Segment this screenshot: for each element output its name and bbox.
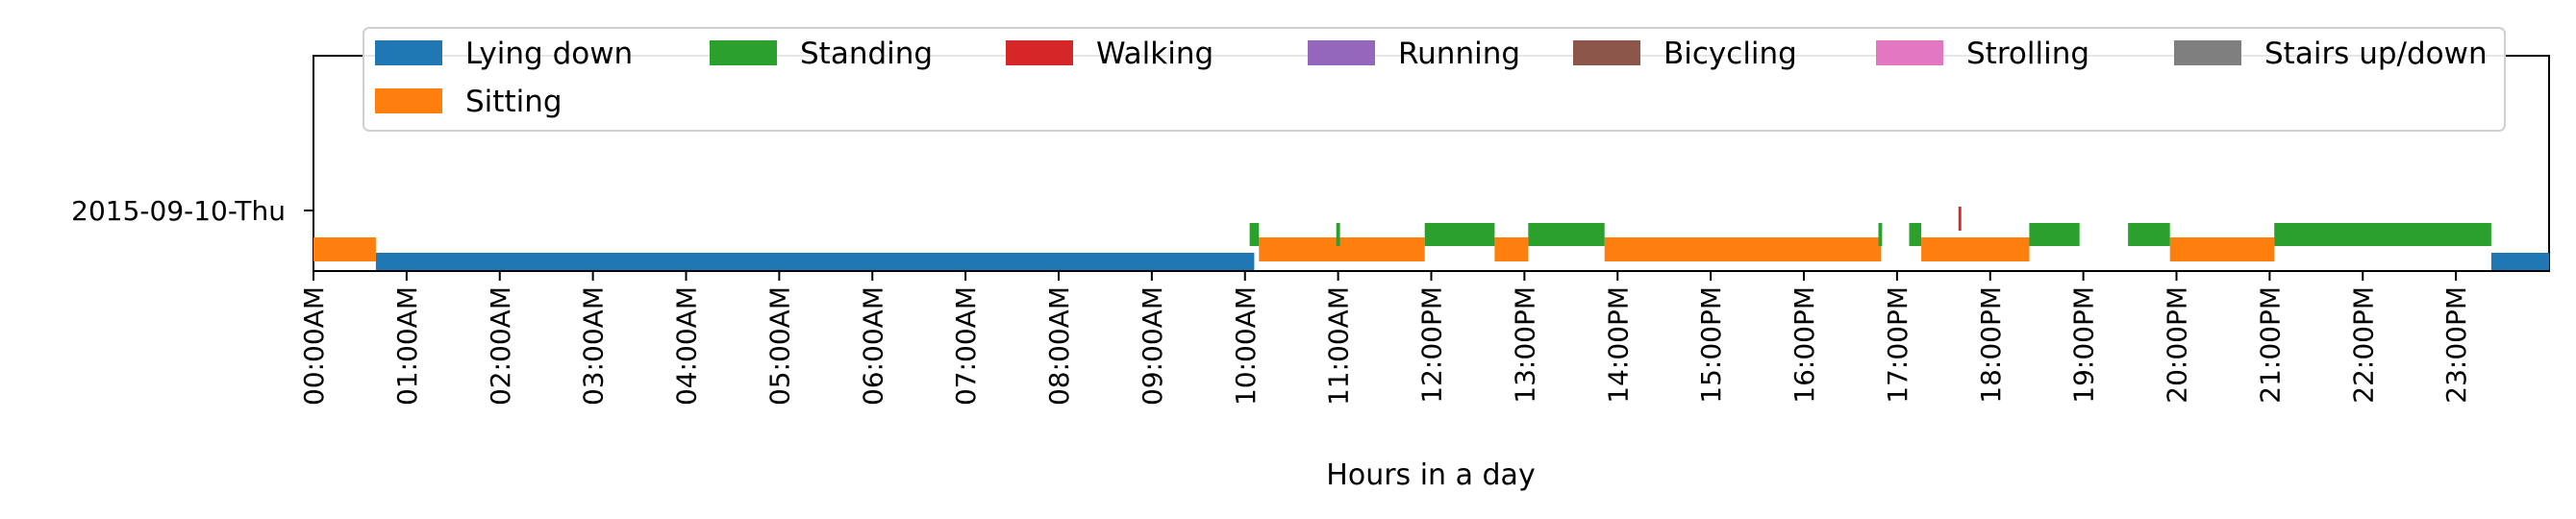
legend-label: Walking	[1096, 37, 1213, 71]
bar-standing-0	[1249, 223, 1260, 246]
y-axis: 2015-09-10-Thu	[71, 195, 313, 227]
x-tick-label-20: 20:00PM	[2162, 286, 2193, 404]
legend-swatch	[2174, 40, 2241, 65]
x-tick-label-9: 09:00AM	[1137, 286, 1168, 406]
bar-sitting-0	[313, 237, 376, 261]
bar-lying-down-1	[2490, 253, 2549, 270]
legend-item-standing: Standing	[710, 37, 933, 71]
legend: Lying down Standing Walking Running Bicyclin…	[363, 27, 2506, 132]
bar-walking-0	[1958, 207, 1962, 231]
x-tick-label-13: 13:00PM	[1509, 286, 1540, 404]
legend-swatch	[1006, 40, 1073, 65]
bar-standing-3	[1528, 223, 1605, 246]
x-tick-label-16: 16:00PM	[1788, 286, 1820, 404]
bar-standing-7	[2128, 223, 2170, 246]
legend-swatch	[1308, 40, 1375, 65]
x-tick-label-19: 19:00PM	[2068, 286, 2100, 404]
bar-sitting-5	[2169, 237, 2275, 261]
x-tick-label-0: 00:00AM	[298, 286, 330, 406]
legend-swatch	[1573, 40, 1640, 65]
legend-item-walking: Walking	[1006, 37, 1213, 71]
x-tick-label-23: 23:00PM	[2440, 286, 2472, 404]
x-tick-label-4: 04:00AM	[671, 286, 703, 406]
bar-standing-1	[1336, 223, 1340, 246]
x-tick-label-21: 21:00PM	[2254, 286, 2286, 404]
x-axis: 00:00AM 01:00AM 02:00AM 03:00AM 04:00AM 05:00…	[298, 271, 2472, 406]
legend-label: Lying down	[465, 37, 633, 71]
legend-swatch	[375, 88, 442, 113]
x-tick-label-7: 07:00AM	[950, 286, 982, 406]
x-tick-label-8: 08:00AM	[1043, 286, 1075, 406]
bar-standing-6	[2029, 223, 2080, 246]
legend-item-stairs-up-down: Stairs up/down	[2174, 37, 2488, 71]
x-tick-label-2: 02:00AM	[485, 286, 516, 406]
activity-bars	[313, 207, 2549, 270]
legend-item-strolling: Strolling	[1876, 37, 2089, 71]
x-tick-label-6: 06:00AM	[857, 286, 888, 406]
bar-standing-2	[1424, 223, 1495, 246]
x-tick-label-12: 12:00PM	[1416, 286, 1448, 404]
legend-swatch	[710, 40, 777, 65]
legend-item-lying-down: Lying down	[375, 37, 633, 71]
legend-swatch	[1876, 40, 1943, 65]
bar-sitting-4	[1921, 237, 2030, 261]
x-tick-label-10: 10:00AM	[1230, 286, 1262, 406]
legend-item-sitting: Sitting	[375, 85, 563, 119]
x-axis-label: Hours in a day	[1326, 458, 1535, 492]
legend-label: Standing	[800, 37, 933, 71]
x-tick-label-1: 01:00AM	[391, 286, 423, 406]
legend-label: Strolling	[1966, 37, 2089, 71]
bar-lying-down-0	[375, 253, 1255, 270]
x-tick-label-11: 11:00AM	[1323, 286, 1355, 406]
bar-standing-4	[1878, 223, 1883, 246]
x-tick-label-3: 03:00AM	[578, 286, 610, 406]
bar-sitting-1	[1259, 237, 1425, 261]
legend-swatch	[375, 40, 442, 65]
legend-label: Bicycling	[1663, 37, 1797, 71]
x-tick-label-14: 14:00PM	[1602, 286, 1634, 404]
bar-sitting-3	[1604, 237, 1882, 261]
x-tick-label-18: 18:00PM	[1975, 286, 2007, 404]
x-tick-label-17: 17:00PM	[1882, 286, 1913, 404]
bar-standing-5	[1909, 223, 1922, 246]
legend-label: Running	[1398, 37, 1520, 71]
x-tick-label-5: 05:00AM	[763, 286, 795, 406]
bar-sitting-2	[1494, 237, 1529, 261]
x-tick-label-22: 22:00PM	[2347, 286, 2379, 404]
bar-standing-8	[2274, 223, 2491, 246]
legend-label: Stairs up/down	[2264, 37, 2488, 71]
y-tick-label: 2015-09-10-Thu	[71, 195, 286, 227]
x-tick-label-15: 15:00PM	[1695, 286, 1727, 404]
legend-item-bicycling: Bicycling	[1573, 37, 1797, 71]
legend-label: Sitting	[465, 85, 563, 119]
legend-item-running: Running	[1308, 37, 1520, 71]
